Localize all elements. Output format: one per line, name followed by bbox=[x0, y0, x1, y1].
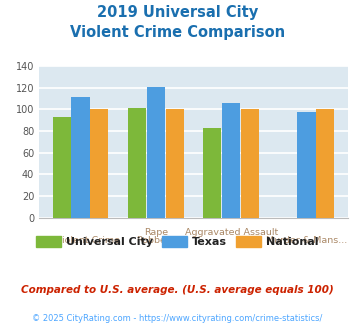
Bar bbox=[297, 112, 316, 218]
Text: Rape: Rape bbox=[144, 228, 168, 237]
Text: Robbery: Robbery bbox=[136, 236, 176, 245]
Text: Aggravated Assault: Aggravated Assault bbox=[185, 228, 278, 237]
Bar bbox=[71, 97, 89, 218]
Bar bbox=[165, 109, 184, 218]
Bar bbox=[241, 109, 259, 218]
Bar bbox=[147, 86, 165, 218]
Legend: Universal City, Texas, National: Universal City, Texas, National bbox=[32, 232, 323, 252]
Bar bbox=[128, 108, 146, 218]
Bar bbox=[222, 103, 240, 218]
Text: Violent Crime Comparison: Violent Crime Comparison bbox=[70, 25, 285, 40]
Bar bbox=[316, 109, 334, 218]
Bar bbox=[203, 128, 222, 218]
Text: 2019 Universal City: 2019 Universal City bbox=[97, 5, 258, 20]
Bar bbox=[90, 109, 108, 218]
Text: Murder & Mans...: Murder & Mans... bbox=[266, 236, 347, 245]
Text: Compared to U.S. average. (U.S. average equals 100): Compared to U.S. average. (U.S. average … bbox=[21, 285, 334, 295]
Bar bbox=[53, 117, 71, 218]
Text: © 2025 CityRating.com - https://www.cityrating.com/crime-statistics/: © 2025 CityRating.com - https://www.city… bbox=[32, 314, 323, 323]
Text: All Violent Crime: All Violent Crime bbox=[41, 236, 120, 245]
